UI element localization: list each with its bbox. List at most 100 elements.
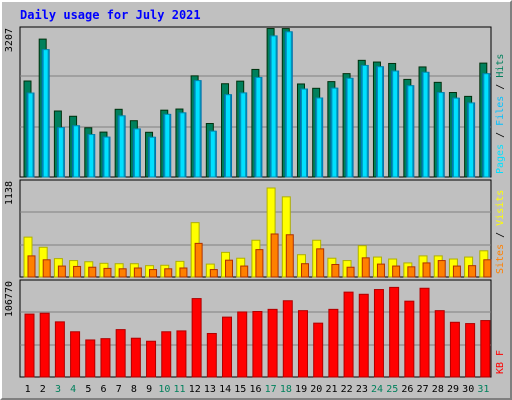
kbf-bar [313,322,324,378]
legend-separator: / [495,78,506,96]
chart-title: Daily usage for July 2021 [20,8,201,22]
sites-bar [225,259,234,278]
kbf-bar [161,331,172,378]
sites-bar [88,266,97,278]
sites-bar [255,249,264,278]
x-tick-label: 3 [55,384,61,395]
sites-bar [452,265,461,278]
legend-files: Files [495,96,506,126]
x-tick-label: 9 [146,384,152,395]
y-max-label: 3207 [4,28,15,52]
sites-bar [437,260,446,278]
pages-bar [57,127,64,178]
x-tick-label: 6 [101,384,107,395]
x-tick-label: 4 [70,384,76,395]
x-tick-label: 29 [447,384,459,395]
kbf-bar [328,308,339,378]
kbf-bar [100,338,111,378]
sites-bar [149,269,158,278]
x-tick-label: 28 [432,384,444,395]
kbf-bar [24,313,35,378]
sites-bar [407,266,416,278]
legend-sites: Sites [495,244,506,274]
sites-bar [392,265,401,278]
sites-bar [57,265,66,278]
sites-bar [240,265,249,278]
legend: KB F [495,350,506,374]
kbf-bar [70,331,81,378]
sites-bar [331,263,340,278]
x-tick-label: 30 [462,384,474,395]
pages-bar [468,102,475,178]
x-tick-label: 19 [295,384,307,395]
y-max-label: 106770 [4,281,15,317]
kbf-bar [54,321,65,378]
pages-bar [255,76,262,178]
x-tick-label: 7 [116,384,122,395]
kbf-bar [222,316,233,378]
sites-bar [164,268,173,278]
sites-bar [361,257,370,278]
legend-separator: / [495,126,506,144]
pages-bar [133,128,140,178]
x-tick-label: 15 [234,384,246,395]
kbf-bar [191,298,202,378]
pages-bar [270,35,277,178]
sites-bar [133,267,142,278]
kbf-bar [282,300,293,378]
x-tick-label: 23 [356,384,368,395]
x-tick-label: 24 [371,384,383,395]
pages-bar [225,94,232,178]
kbf-bar [358,293,369,378]
sites-bar [468,265,477,278]
legend: Sites / Visits [495,190,506,274]
x-tick-label: 31 [477,384,489,395]
pages-bar [73,125,80,178]
sites-bar [103,267,112,278]
pages-bar [376,66,383,178]
pages-bar [452,97,459,178]
kbf-bar [252,311,263,378]
kbf-bar [297,310,308,378]
x-tick-label: 18 [280,384,292,395]
sites-bar [27,255,36,278]
sites-bar [300,263,309,278]
pages-bar [149,136,156,178]
x-tick-label: 12 [189,384,201,395]
pages-bar [240,92,247,178]
kbf-bar [434,310,445,378]
x-tick-label: 17 [265,384,277,395]
pages-bar [209,130,216,178]
kbf-bar [480,320,491,378]
pages-bar [316,97,323,178]
kbf-bar [130,337,141,378]
kbf-bar [146,340,157,378]
pages-bar [483,73,490,178]
kbf-bar [85,339,96,378]
kbf-bar [404,300,415,378]
legend-pages: Pages [495,144,506,174]
sites-bar [73,265,82,278]
pages-bar [392,70,399,178]
kbf-bar [176,330,187,378]
x-tick-label: 1 [25,384,31,395]
sites-bar [285,234,294,278]
pages-bar [118,115,125,178]
kbf-bar [115,329,126,378]
sites-bar [422,262,431,278]
kbf-bar [465,323,476,378]
sites-bar [179,267,188,278]
x-tick-label: 2 [40,384,46,395]
pages-bar [300,88,307,178]
y-max-label: 1138 [4,181,15,205]
pages-bar [42,49,49,178]
x-tick-label: 27 [417,384,429,395]
pages-bar [285,31,292,178]
pages-bar [407,85,414,178]
pages-bar [88,134,95,178]
kbf-bar [373,289,384,378]
pages-bar [164,113,171,178]
kbf-bar [419,287,430,378]
kbf-bar [39,312,50,378]
